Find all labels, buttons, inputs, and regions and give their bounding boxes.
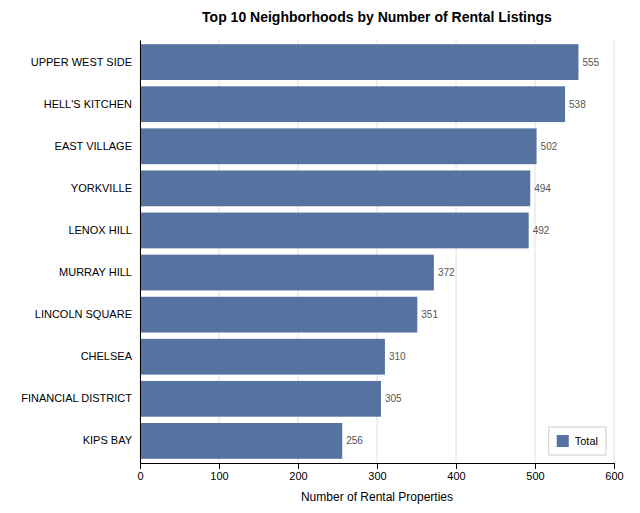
- tick-label: HELL'S KITCHEN: [44, 98, 132, 110]
- tick-label: 400: [447, 470, 465, 482]
- tick: LINCOLN SQUARE: [35, 308, 140, 320]
- data-label: 555: [582, 57, 599, 68]
- tick: 100: [210, 463, 228, 482]
- tick-label: 500: [526, 470, 544, 482]
- tick: 600: [605, 463, 623, 482]
- bar: [140, 213, 529, 249]
- plot: 0 100 200 300 400 500 600 UPPER WEST SIDE HELL'S…: [21, 40, 624, 482]
- bar: [140, 86, 565, 122]
- data-label: 372: [438, 267, 455, 278]
- grid-line: [614, 40, 615, 463]
- tick-label: YORKVILLE: [71, 182, 132, 194]
- tick-label: 100: [210, 470, 228, 482]
- bar: [140, 170, 530, 206]
- legend-label: Total: [575, 435, 598, 447]
- data-label: 492: [533, 225, 550, 236]
- axis-line: [140, 41, 141, 464]
- data-label: 502: [541, 141, 558, 152]
- tick-label: MURRAY HILL: [59, 266, 132, 278]
- tick-mark: [219, 463, 220, 469]
- tick-label: 600: [605, 470, 623, 482]
- tick: FINANCIAL DISTRICT: [21, 392, 140, 404]
- tick-mark: [298, 463, 299, 469]
- legend-item: Total: [557, 435, 598, 447]
- data-label: 305: [385, 393, 402, 404]
- tick: KIPS BAY: [83, 434, 140, 446]
- tick-label: UPPER WEST SIDE: [31, 56, 132, 68]
- bar: [140, 423, 342, 459]
- tick-label: FINANCIAL DISTRICT: [21, 392, 132, 404]
- tick-mark: [377, 463, 378, 469]
- data-label: 256: [346, 435, 363, 446]
- tick-mark: [456, 463, 457, 469]
- bar: [140, 339, 385, 375]
- data-label: 538: [569, 99, 586, 110]
- tick: 0: [137, 463, 143, 482]
- chart: 0 100 200 300 400 500 600 UPPER WEST SIDE HELL'S…: [0, 0, 640, 513]
- tick-label: CHELSEA: [81, 350, 133, 362]
- data-label: 351: [421, 309, 438, 320]
- tick-mark: [140, 463, 141, 469]
- tick-mark: [614, 463, 615, 469]
- bar: [140, 381, 381, 417]
- x-axis: 0 100 200 300 400 500 600: [137, 463, 623, 482]
- tick: 200: [289, 463, 307, 482]
- tick-label: EAST VILLAGE: [55, 140, 132, 152]
- tick: 400: [447, 463, 465, 482]
- tick: 500: [526, 463, 544, 482]
- axis-line: [141, 464, 615, 470]
- tick: 300: [368, 463, 386, 482]
- bar: [140, 128, 537, 164]
- legend-box: [549, 427, 606, 455]
- title: Top 10 Neighborhoods by Number of Rental…: [202, 9, 552, 25]
- tick: EAST VILLAGE: [55, 140, 140, 152]
- grid-line: [140, 40, 141, 463]
- legend-swatch: [557, 435, 569, 447]
- tick-label: LENOX HILL: [68, 224, 132, 236]
- legend: Total: [549, 427, 606, 455]
- tick-label: 200: [289, 470, 307, 482]
- data-label: 310: [389, 351, 406, 362]
- tick: MURRAY HILL: [59, 266, 140, 278]
- tick: LENOX HILL: [68, 224, 140, 236]
- bars: [140, 44, 578, 459]
- tick-label: KIPS BAY: [83, 434, 133, 446]
- data-labels: 555 538 502 494 492 372 351 310 305 256: [346, 57, 599, 447]
- tick-label: LINCOLN SQUARE: [35, 308, 132, 320]
- grid: [140, 40, 614, 463]
- x-axis-title: Number of Rental Properties: [301, 490, 453, 504]
- tick: YORKVILLE: [71, 182, 140, 194]
- tick: CHELSEA: [81, 350, 140, 362]
- tick-label: 0: [137, 470, 143, 482]
- tick-label: 300: [368, 470, 386, 482]
- bar: [140, 44, 578, 80]
- bar: [140, 297, 417, 333]
- tick: HELL'S KITCHEN: [44, 98, 140, 110]
- tick-mark: [535, 463, 536, 469]
- bar: [140, 255, 434, 291]
- y-axis: UPPER WEST SIDE HELL'S KITCHEN EAST VILLAG…: [21, 41, 140, 464]
- data-label: 494: [534, 183, 551, 194]
- tick: UPPER WEST SIDE: [31, 56, 140, 68]
